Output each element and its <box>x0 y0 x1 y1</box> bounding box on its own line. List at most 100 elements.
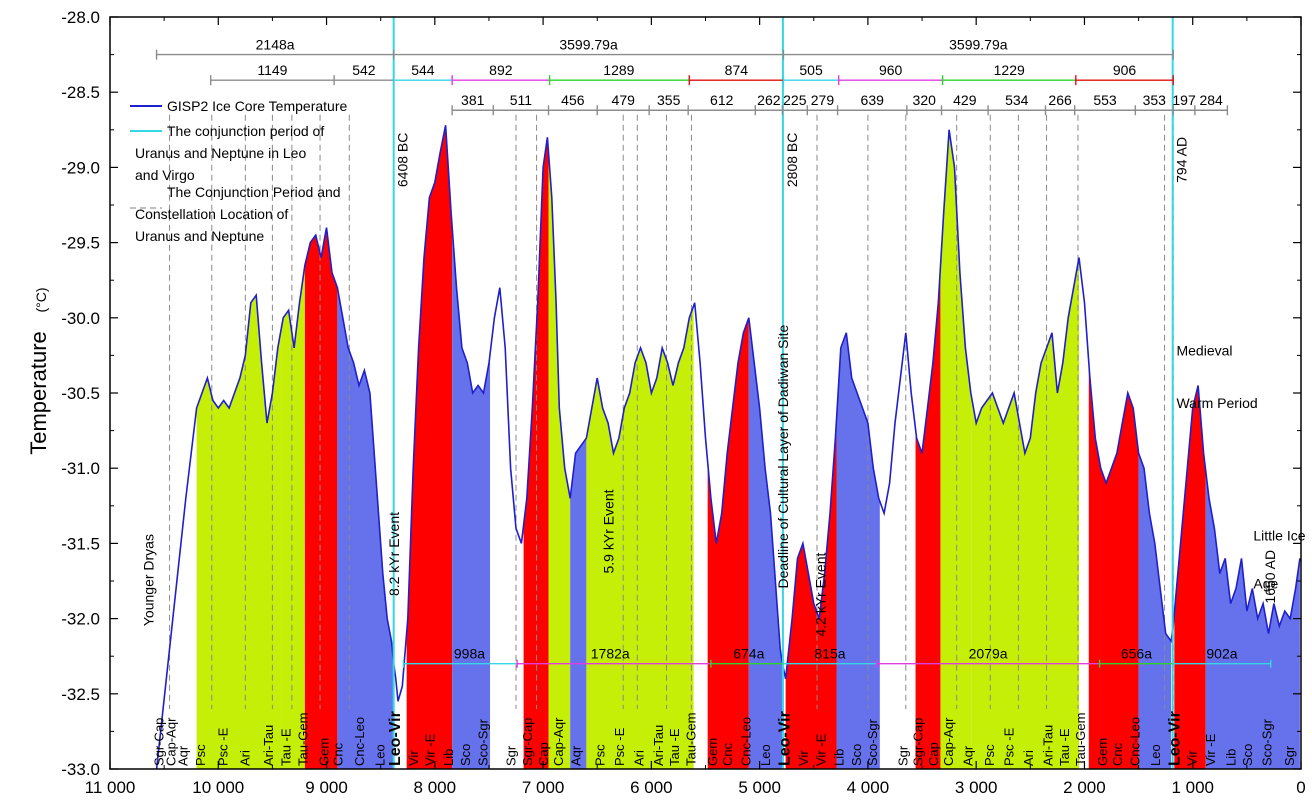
interval-label: 544 <box>411 62 435 78</box>
constellation-label: Vir <box>406 750 421 766</box>
annotation-text: 1650 AD <box>1262 550 1278 604</box>
interval-label: 197 <box>1172 92 1196 108</box>
interval-label: 266 <box>1048 92 1072 108</box>
constellation-label: Cap-Aqr <box>164 717 179 766</box>
constellation-label: Leo-Vir <box>777 711 794 766</box>
series <box>155 125 1301 769</box>
constellation-label: Leo <box>1148 744 1163 766</box>
constellation-label: Psc -E <box>612 727 627 766</box>
annotation-text: Little Ice <box>1253 527 1305 543</box>
bottom-interval-label: 674a <box>733 646 764 662</box>
constellation-label: Cnc <box>330 742 345 766</box>
constellation-label: Sgr-Cap <box>520 718 535 766</box>
legend-label: and Virgo <box>135 167 195 183</box>
conjunction-label: 794 AD <box>1174 137 1190 183</box>
bottom-interval-label: 902a <box>1206 646 1237 662</box>
bottom-interval-label: 2079a <box>969 646 1008 662</box>
bottom-interval-label: 656a <box>1121 646 1152 662</box>
y-axis-label: Temperature <box>26 331 51 455</box>
interval-label: 534 <box>1005 92 1029 108</box>
fill-band <box>1174 125 1206 769</box>
constellation-label: Sgr <box>896 745 911 766</box>
interval-label: 906 <box>1113 62 1137 78</box>
y-tick-label: -32.5 <box>61 685 100 704</box>
bottom-interval-label: 1782a <box>591 646 630 662</box>
y-tick-label: -28.5 <box>61 83 100 102</box>
constellation-label: Leo-Vir <box>387 711 404 766</box>
legend-label: Constellation Location of <box>135 206 288 222</box>
constellation-label: Psc <box>982 744 997 766</box>
constellation-label: Cap-Aqr <box>551 717 566 766</box>
x-tick-label: 6 000 <box>630 778 673 797</box>
conjunction-label: 6408 BC <box>395 133 411 187</box>
legend-label: Uranus and Neptune in Leo <box>135 145 306 161</box>
conjunction-lines: 6408 BC 2808 BC 794 AD <box>392 17 1190 769</box>
series-line <box>155 125 1301 769</box>
constellation-label: Psc <box>193 744 208 766</box>
x-tick-label: 0 <box>1296 778 1305 797</box>
annotation-text: Age <box>1253 576 1278 592</box>
fill-band <box>570 125 587 769</box>
y-tick-label: -30.5 <box>61 384 100 403</box>
annotation-text: 5.9 kYr Event <box>600 489 616 573</box>
constellation-label: Gem <box>1095 738 1110 766</box>
x-tick-label: 4 000 <box>847 778 890 797</box>
constellation-label: Tau -E <box>667 728 682 766</box>
y-tick-label: -33.0 <box>61 760 100 779</box>
constellation-label: Ari-Tau <box>1041 725 1056 766</box>
fill-band <box>523 125 549 769</box>
constellation-label: Vir -E <box>1203 733 1218 766</box>
y-tick-label: -32.0 <box>61 610 100 629</box>
interval-label: 262 <box>757 92 781 108</box>
constellation-label: Leo-Vir <box>1166 711 1183 766</box>
constellation-label: Sgr-Cap <box>152 718 167 766</box>
fill-band <box>915 125 941 769</box>
x-tick-label: 1 000 <box>1171 778 1214 797</box>
interval-label: 353 <box>1143 92 1167 108</box>
interval-label: 355 <box>657 92 681 108</box>
interval-label: 429 <box>953 92 977 108</box>
interval-label: 2148a <box>256 37 295 53</box>
x-tick-label: 5 000 <box>738 778 781 797</box>
constellation-label: Psc -E <box>1002 727 1017 766</box>
legend: GISP2 Ice Core Temperature The conjunctio… <box>130 98 347 244</box>
x-tick-label: 9 000 <box>305 778 348 797</box>
constellation-label: Cnc-Leo <box>352 717 367 766</box>
constellation-label: Sco <box>1240 744 1255 766</box>
annotation-text: 8.2 kYr Event <box>386 512 402 596</box>
interval-label: 505 <box>799 62 823 78</box>
constellation-label: Leo <box>373 744 388 766</box>
x-tick-label: 10 000 <box>192 778 244 797</box>
interval-label: 3599.79a <box>559 37 618 53</box>
interval-label: 3599.79a <box>949 37 1008 53</box>
constellation-label: Lib <box>832 749 847 766</box>
constellation-label: Aqr <box>569 745 584 766</box>
annotation-text: Deadline of Cultural Layer of Dadiwan Si… <box>775 324 791 588</box>
constellation-label: Gem <box>316 738 331 766</box>
constellation-label: Psc -E <box>216 727 231 766</box>
interval-label: 612 <box>710 92 734 108</box>
constellation-label: Aqr <box>176 745 191 766</box>
constellation-label: Cnc-Leo <box>1127 717 1142 766</box>
constellation-label: Tau-Gem <box>296 713 311 766</box>
constellation-label: Cnc <box>1110 742 1125 766</box>
y-tick-label: -29.0 <box>61 158 100 177</box>
constellation-label: Tau-Gem <box>683 713 698 766</box>
y-tick-label: -31.5 <box>61 534 100 553</box>
constellation-label: Vir <box>1185 750 1200 766</box>
constellation-label: Sgr-Cap <box>911 718 926 766</box>
interval-label: 479 <box>612 92 636 108</box>
constellation-label: Ari <box>1021 750 1036 766</box>
annotation-text: Medieval <box>1176 342 1232 358</box>
x-tick-label: 3 000 <box>955 778 998 797</box>
x-tick-label: 11 000 <box>85 778 136 797</box>
interval-label: 960 <box>879 62 903 78</box>
interval-label: 381 <box>461 92 485 108</box>
y-tick-label: -31.0 <box>61 459 100 478</box>
axes: -28.0 -28.5 -29.0 -29.5 -30.0 -30.5 -31.0 -31.5… <box>61 8 1305 797</box>
constellation-label: Cnc <box>720 742 735 766</box>
constellation-label: Psc <box>592 744 607 766</box>
constellation-label: Tau -E <box>278 728 293 766</box>
